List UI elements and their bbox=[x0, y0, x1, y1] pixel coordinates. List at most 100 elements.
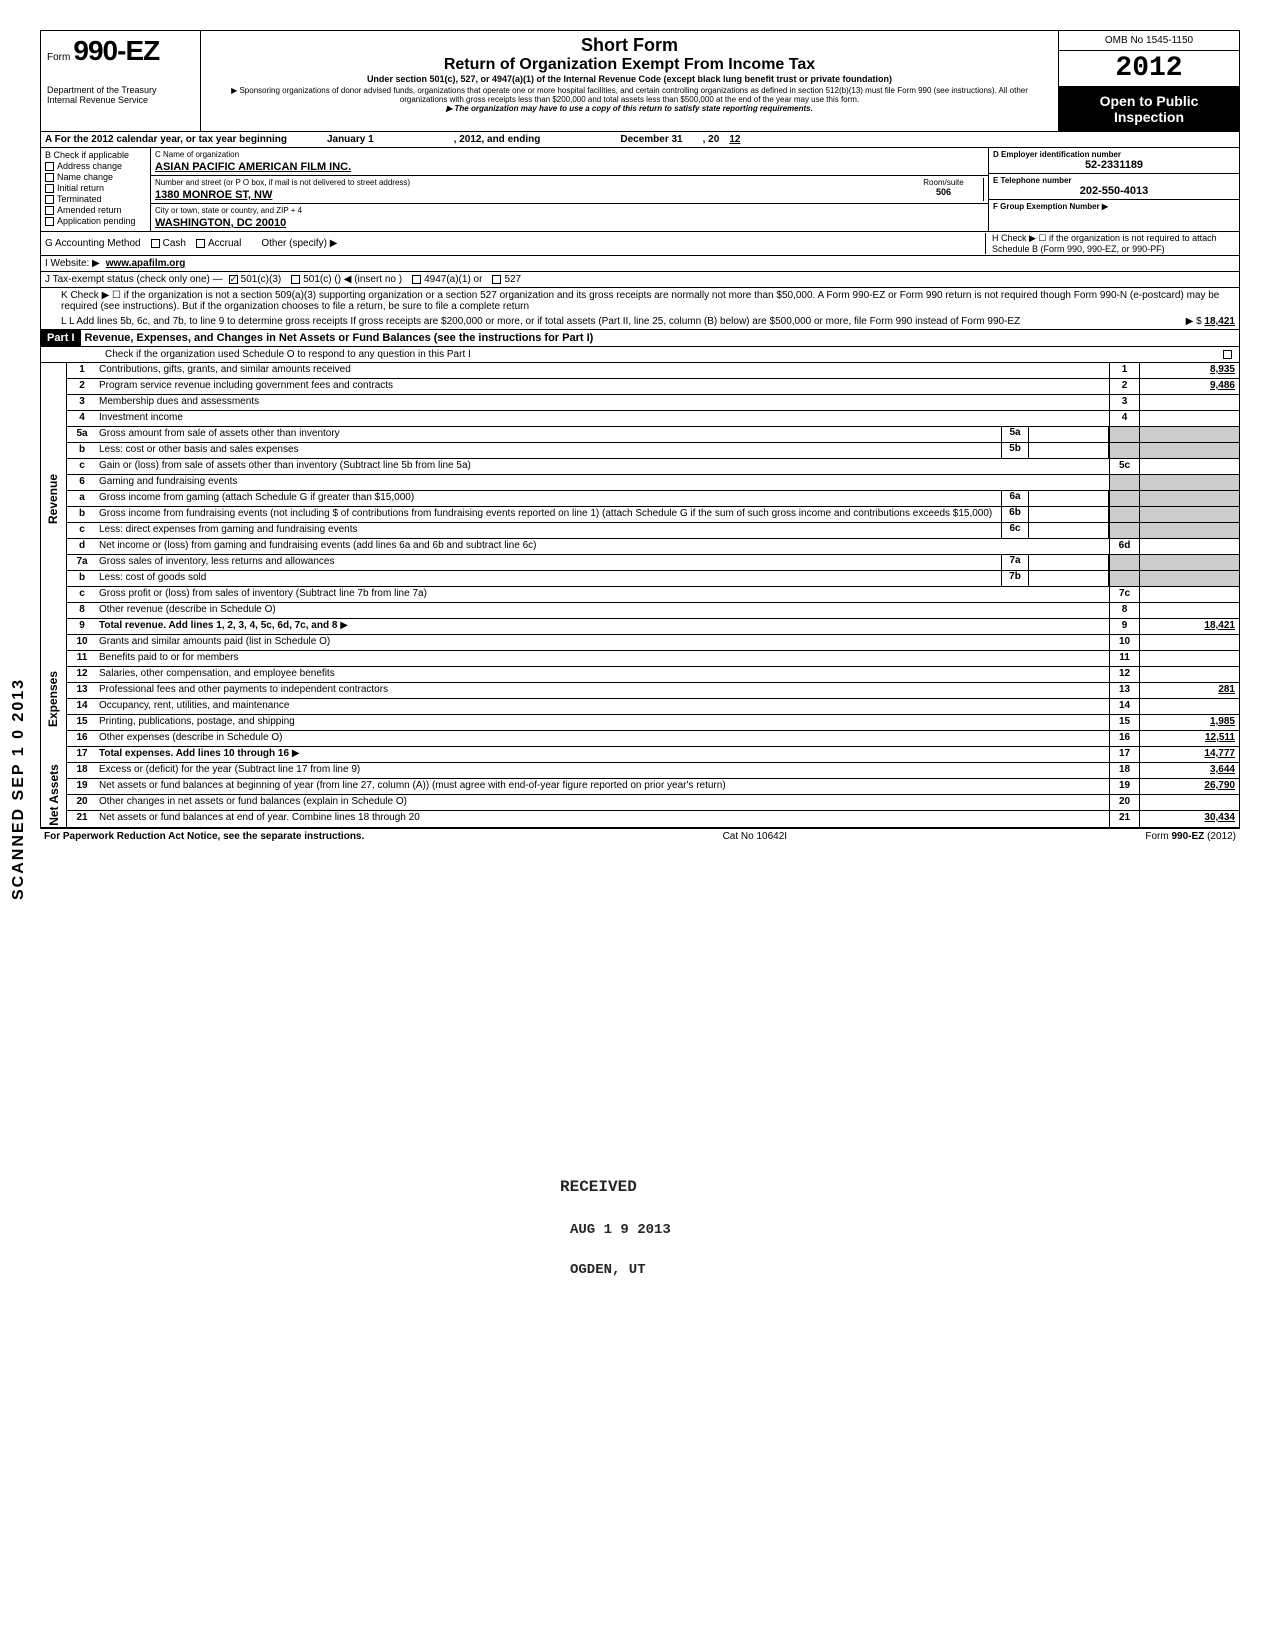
l6c-iamt bbox=[1029, 523, 1109, 538]
l5b-box: 5b bbox=[1001, 443, 1029, 458]
chk-app[interactable] bbox=[45, 217, 54, 226]
row-a-label: A For the 2012 calendar year, or tax yea… bbox=[45, 134, 287, 145]
l13-amt: 281 bbox=[1139, 683, 1239, 698]
l6-n: 6 bbox=[67, 475, 97, 490]
l17-n: 17 bbox=[67, 747, 97, 762]
l19-box: 19 bbox=[1109, 779, 1139, 794]
col-c: C Name of organization ASIAN PACIFIC AME… bbox=[151, 148, 989, 231]
l6b-grey bbox=[1139, 507, 1239, 522]
return-title: Return of Organization Exempt From Incom… bbox=[207, 56, 1052, 74]
f-label: F Group Exemption Number ▶ bbox=[993, 202, 1235, 211]
row-j: J Tax-exempt status (check only one) — 5… bbox=[41, 272, 1239, 288]
l5c-box: 5c bbox=[1109, 459, 1139, 474]
l8-box: 8 bbox=[1109, 603, 1139, 618]
l6d-box: 6d bbox=[1109, 539, 1139, 554]
side-expenses-text: Expenses bbox=[47, 671, 61, 727]
l6c-box: 6c bbox=[1001, 523, 1029, 538]
l7a-sh bbox=[1109, 555, 1139, 570]
chk-initial[interactable] bbox=[45, 184, 54, 193]
stamp-ogden: OGDEN, UT bbox=[570, 1262, 646, 1278]
l16-d: Other expenses (describe in Schedule O) bbox=[97, 731, 1109, 746]
l10-d: Grants and similar amounts paid (list in… bbox=[97, 635, 1109, 650]
room-val: 506 bbox=[904, 187, 983, 197]
l4-d: Investment income bbox=[97, 411, 1109, 426]
l7c-amt bbox=[1139, 587, 1239, 602]
lbl-cash: Cash bbox=[163, 238, 186, 249]
l13-d: Professional fees and other payments to … bbox=[97, 683, 1109, 698]
footer-mid: Cat No 10642I bbox=[723, 831, 788, 842]
lbl-term: Terminated bbox=[57, 194, 102, 204]
lbl-name: Name change bbox=[57, 172, 113, 182]
chk-cash[interactable] bbox=[151, 239, 160, 248]
l6a-grey bbox=[1139, 491, 1239, 506]
g-label: G Accounting Method bbox=[45, 238, 141, 249]
c-addr-label: Number and street (or P O box, if mail i… bbox=[155, 178, 904, 187]
l14-d: Occupancy, rent, utilities, and maintena… bbox=[97, 699, 1109, 714]
l6b-iamt bbox=[1029, 507, 1109, 522]
header: Form 990-EZ Department of the Treasury I… bbox=[41, 31, 1239, 132]
chk-4947[interactable] bbox=[412, 275, 421, 284]
l5c-d: Gain or (loss) from sale of assets other… bbox=[97, 459, 1109, 474]
footer-left: For Paperwork Reduction Act Notice, see … bbox=[44, 831, 364, 842]
lbl-amend: Amended return bbox=[57, 205, 122, 215]
l5b-sh bbox=[1109, 443, 1139, 458]
l12-amt bbox=[1139, 667, 1239, 682]
l14-n: 14 bbox=[67, 699, 97, 714]
l10-amt bbox=[1139, 635, 1239, 650]
chk-term[interactable] bbox=[45, 195, 54, 204]
chk-schedule-o[interactable] bbox=[1223, 350, 1232, 359]
form-label: Form bbox=[47, 52, 70, 63]
l7c-n: c bbox=[67, 587, 97, 602]
l12-n: 12 bbox=[67, 667, 97, 682]
l5a-box: 5a bbox=[1001, 427, 1029, 442]
l20-box: 20 bbox=[1109, 795, 1139, 810]
chk-address[interactable] bbox=[45, 162, 54, 171]
l-text: L Add lines 5b, 6c, and 7b, to line 9 to… bbox=[69, 316, 1020, 327]
l21-n: 21 bbox=[67, 811, 97, 827]
chk-527[interactable] bbox=[492, 275, 501, 284]
l16-n: 16 bbox=[67, 731, 97, 746]
lbl-501c-b: ) ◀ (insert no ) bbox=[338, 274, 402, 285]
stamp-date: AUG 1 9 2013 bbox=[570, 1222, 671, 1238]
omb: OMB No 1545-1150 bbox=[1059, 31, 1239, 51]
l15-box: 15 bbox=[1109, 715, 1139, 730]
l6a-sh bbox=[1109, 491, 1139, 506]
l17-amt: 14,777 bbox=[1139, 747, 1239, 762]
chk-name[interactable] bbox=[45, 173, 54, 182]
l18-amt: 3,644 bbox=[1139, 763, 1239, 778]
side-expenses: Expenses bbox=[41, 635, 67, 763]
l6c-sh bbox=[1109, 523, 1139, 538]
lbl-501c3: 501(c)(3) bbox=[241, 274, 282, 285]
side-netassets-text: Net Assets bbox=[47, 764, 61, 826]
d-label: D Employer identification number bbox=[993, 150, 1235, 159]
l14-box: 14 bbox=[1109, 699, 1139, 714]
l9-arrow: ▶ bbox=[340, 620, 348, 631]
l6b-d: Gross income from fundraising events (no… bbox=[97, 507, 1001, 522]
l7a-iamt bbox=[1029, 555, 1109, 570]
l18-n: 18 bbox=[67, 763, 97, 778]
g-other: Other (specify) ▶ bbox=[261, 238, 337, 249]
chk-501c3[interactable] bbox=[229, 275, 238, 284]
l6b-box: 6b bbox=[1001, 507, 1029, 522]
c-name-label: C Name of organization bbox=[155, 150, 984, 159]
l20-d: Other changes in net assets or fund bala… bbox=[97, 795, 1109, 810]
chk-accrual[interactable] bbox=[196, 239, 205, 248]
l6-grey bbox=[1139, 475, 1239, 490]
l9-n: 9 bbox=[67, 619, 97, 634]
satisfy-text: The organization may have to use a copy … bbox=[207, 104, 1052, 113]
l3-d: Membership dues and assessments bbox=[97, 395, 1109, 410]
l5a-grey bbox=[1139, 427, 1239, 442]
l6a-box: 6a bbox=[1001, 491, 1029, 506]
l10-n: 10 bbox=[67, 635, 97, 650]
l18-d: Excess or (deficit) for the year (Subtra… bbox=[97, 763, 1109, 778]
l19-amt: 26,790 bbox=[1139, 779, 1239, 794]
year: 2012 bbox=[1059, 51, 1239, 87]
room-label: Room/suite bbox=[904, 178, 983, 187]
chk-amend[interactable] bbox=[45, 206, 54, 215]
l6a-n: a bbox=[67, 491, 97, 506]
expenses-section: Expenses 10Grants and similar amounts pa… bbox=[41, 635, 1239, 763]
chk-501c[interactable] bbox=[291, 275, 300, 284]
j-label: J Tax-exempt status (check only one) — bbox=[45, 274, 223, 285]
l4-box: 4 bbox=[1109, 411, 1139, 426]
l1-amt: 8,935 bbox=[1139, 363, 1239, 378]
